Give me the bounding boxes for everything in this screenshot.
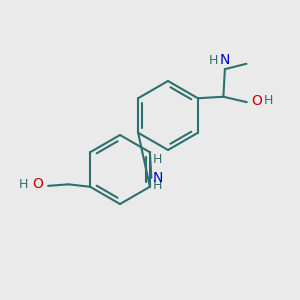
Text: N: N: [220, 53, 230, 67]
Text: O: O: [32, 177, 43, 191]
Text: H: H: [264, 94, 273, 107]
Text: H: H: [153, 153, 162, 166]
Text: O: O: [252, 94, 262, 108]
Text: H: H: [19, 178, 28, 191]
Text: H: H: [153, 179, 162, 192]
Text: H: H: [209, 54, 218, 67]
Text: N: N: [153, 171, 163, 185]
